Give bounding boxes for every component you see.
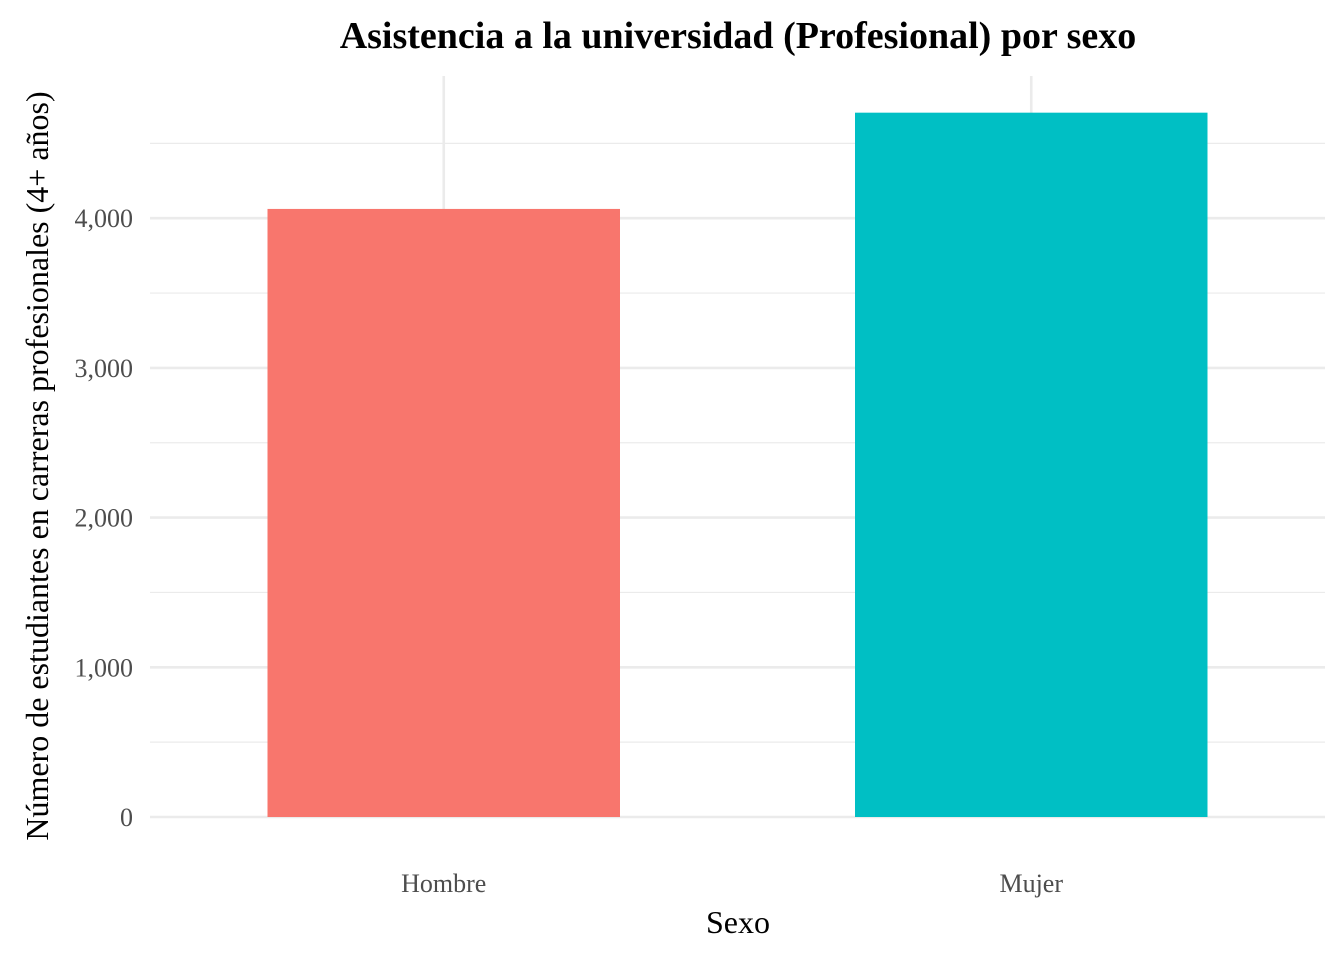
y-tick-label: 1,000 <box>75 653 134 682</box>
bar-mujer <box>855 112 1208 817</box>
x-tick-label: Hombre <box>401 869 486 898</box>
y-axis-ticks: 0 1,000 2,000 3,000 4,000 <box>75 204 134 832</box>
y-tick-label: 2,000 <box>75 504 134 533</box>
chart-title: Asistencia a la universidad (Profesional… <box>340 15 1137 57</box>
bar-hombre <box>267 208 620 817</box>
y-tick-label: 3,000 <box>75 354 134 383</box>
x-tick-label: Mujer <box>999 869 1063 898</box>
bars <box>267 112 1208 817</box>
y-tick-label: 0 <box>120 803 133 832</box>
x-axis-title: Sexo <box>706 904 770 940</box>
y-tick-label: 4,000 <box>75 204 134 233</box>
x-axis-ticks: Hombre Mujer <box>401 869 1063 898</box>
y-axis-title: Número de estudiantes en carreras profes… <box>19 91 55 840</box>
